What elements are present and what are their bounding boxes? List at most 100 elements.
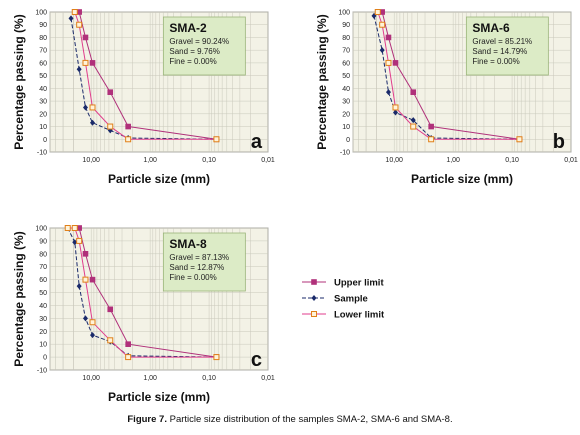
x-axis-label: Particle size (mm) xyxy=(108,172,210,186)
data-point-sample xyxy=(379,47,385,54)
caption-label: Figure 7. xyxy=(127,414,167,425)
y-tick-label: 30 xyxy=(39,99,47,106)
chart-panel-a: -10 0 10 20 30 40 50 60 70 80 90 100 10,00 1,00 0,10 0,… xyxy=(12,9,275,186)
data-point-sample xyxy=(76,283,82,290)
panel-letter: c xyxy=(251,349,262,371)
legend-label-lower-limit: Lower limit xyxy=(334,310,385,321)
info-box-line: Fine = 0.00% xyxy=(169,57,216,66)
data-point-upper-limit xyxy=(107,89,114,95)
data-point-sample xyxy=(90,119,96,126)
y-tick-label: 70 xyxy=(39,48,47,55)
data-point-lower-limit xyxy=(82,276,89,283)
data-point-sample xyxy=(410,117,416,124)
data-point-lower-limit xyxy=(107,337,114,344)
y-tick-label: 50 xyxy=(342,73,350,80)
legend-marker-sample xyxy=(311,295,317,301)
y-tick-label: 20 xyxy=(39,329,47,336)
y-tick-label: 60 xyxy=(39,277,47,284)
data-point-lower-limit xyxy=(392,104,399,111)
data-point-upper-limit xyxy=(82,251,89,257)
y-axis-label: Percentage passing (%) xyxy=(315,14,329,149)
info-box xyxy=(162,232,246,292)
info-box xyxy=(162,16,246,76)
data-point-sample xyxy=(76,66,82,73)
x-axis-label: Particle size (mm) xyxy=(108,390,210,404)
info-box-title: SMA-6 xyxy=(472,21,510,35)
y-tick-label: 80 xyxy=(39,35,47,42)
y-tick-label: 40 xyxy=(39,303,47,310)
x-tick-label: 0,10 xyxy=(202,157,216,164)
y-tick-label: 70 xyxy=(342,48,350,55)
info-box-title: SMA-2 xyxy=(169,21,207,35)
data-point-sample xyxy=(90,332,96,339)
y-tick-label: 20 xyxy=(39,111,47,118)
info-box xyxy=(465,16,549,76)
y-tick-label: 30 xyxy=(39,316,47,323)
x-tick-label: 0,01 xyxy=(261,157,275,164)
data-point-lower-limit xyxy=(82,59,89,66)
y-tick-label: 90 xyxy=(39,238,47,245)
data-point-upper-limit xyxy=(125,123,131,130)
y-tick-label: 100 xyxy=(338,10,350,17)
figure-caption: Figure 7. Particle size distribution of … xyxy=(0,414,580,425)
y-tick-label: 0 xyxy=(43,137,47,144)
legend: Upper limit Sample Lower limit xyxy=(302,278,385,321)
data-point-lower-limit xyxy=(107,123,114,130)
legend-label-upper-limit: Upper limit xyxy=(334,278,384,289)
y-tick-label: 0 xyxy=(346,137,350,144)
data-point-lower-limit xyxy=(71,225,78,231)
x-axis-label: Particle size (mm) xyxy=(411,172,513,186)
caption-text: Particle size distribution of the sample… xyxy=(169,414,453,425)
y-tick-label: 80 xyxy=(39,251,47,258)
info-box-title: SMA-8 xyxy=(169,237,207,251)
data-point-lower-limit xyxy=(428,136,435,143)
x-tick-label: 10,00 xyxy=(82,375,100,382)
y-tick-label: 10 xyxy=(342,124,350,131)
panel-letter: b xyxy=(553,131,565,153)
data-point-lower-limit xyxy=(374,9,381,15)
y-tick-label: 60 xyxy=(39,60,47,67)
y-tick-label: 20 xyxy=(342,111,350,118)
data-point-lower-limit xyxy=(64,225,71,231)
y-tick-label: 100 xyxy=(35,10,47,17)
y-tick-label: 50 xyxy=(39,73,47,80)
y-tick-label: 30 xyxy=(342,99,350,106)
data-point-upper-limit xyxy=(125,341,131,347)
data-point-upper-limit xyxy=(82,34,89,41)
x-tick-label: 0,10 xyxy=(505,157,519,164)
y-tick-label: 10 xyxy=(39,124,47,131)
data-point-lower-limit xyxy=(125,136,132,143)
info-box-line: Sand = 9.76% xyxy=(169,47,219,56)
info-box-line: Gravel = 85.21% xyxy=(472,37,532,46)
info-box-line: Gravel = 87.13% xyxy=(169,253,229,262)
data-point-lower-limit xyxy=(89,104,96,111)
y-tick-label: 90 xyxy=(342,22,350,29)
data-point-upper-limit xyxy=(89,60,96,66)
data-point-sample xyxy=(72,239,78,246)
x-tick-label: 1,00 xyxy=(446,157,460,164)
data-point-sample xyxy=(68,15,74,22)
data-point-upper-limit xyxy=(107,306,114,313)
x-tick-label: 1,00 xyxy=(143,157,157,164)
y-tick-label: -10 xyxy=(340,150,350,157)
x-tick-label: 10,00 xyxy=(385,157,403,164)
y-tick-label: 10 xyxy=(39,342,47,349)
data-point-upper-limit xyxy=(392,60,399,66)
x-tick-label: 0,10 xyxy=(202,375,216,382)
x-tick-label: 1,00 xyxy=(143,375,157,382)
data-point-lower-limit xyxy=(71,9,78,15)
data-point-lower-limit xyxy=(516,136,523,143)
data-point-sample xyxy=(82,104,88,111)
panel-letter: a xyxy=(251,131,263,153)
chart-panel-c: -10 0 10 20 30 40 50 60 70 80 90 100 10,00 1,00 0,10 0,… xyxy=(12,225,275,404)
data-point-sample xyxy=(107,127,113,134)
y-tick-label: 100 xyxy=(35,226,47,233)
y-tick-label: 40 xyxy=(39,86,47,93)
legend-label-sample: Sample xyxy=(334,294,368,305)
data-point-sample xyxy=(385,89,391,96)
data-point-lower-limit xyxy=(89,319,96,326)
legend-marker-lower-limit xyxy=(311,311,317,317)
x-tick-label: 0,01 xyxy=(261,375,275,382)
data-point-lower-limit xyxy=(125,354,132,361)
data-point-upper-limit xyxy=(89,276,96,283)
